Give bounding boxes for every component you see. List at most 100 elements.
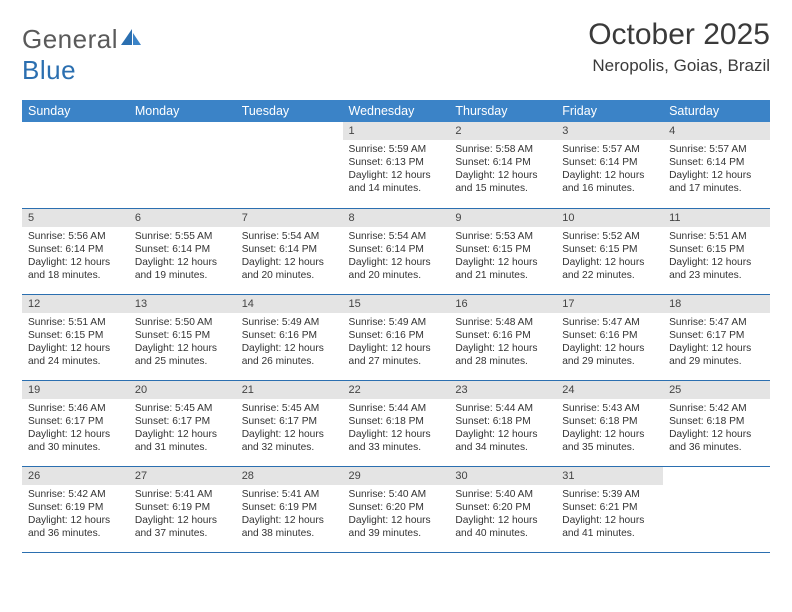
sunrise-line: Sunrise: 5:39 AM [562, 488, 657, 501]
calendar-week-row: 1Sunrise: 5:59 AMSunset: 6:13 PMDaylight… [22, 122, 770, 208]
calendar-cell: 25Sunrise: 5:42 AMSunset: 6:18 PMDayligh… [663, 380, 770, 466]
sunset-line: Sunset: 6:19 PM [242, 501, 337, 514]
sunset-line: Sunset: 6:21 PM [562, 501, 657, 514]
sunrise-line: Sunrise: 5:49 AM [242, 316, 337, 329]
sunrise-line: Sunrise: 5:53 AM [455, 230, 550, 243]
day-number: 31 [556, 467, 663, 485]
day-number: 18 [663, 295, 770, 313]
sunrise-line: Sunrise: 5:49 AM [349, 316, 444, 329]
sunrise-line: Sunrise: 5:40 AM [349, 488, 444, 501]
sunset-line: Sunset: 6:13 PM [349, 156, 444, 169]
calendar-cell: 28Sunrise: 5:41 AMSunset: 6:19 PMDayligh… [236, 466, 343, 552]
sunset-line: Sunset: 6:17 PM [669, 329, 764, 342]
sunset-line: Sunset: 6:20 PM [455, 501, 550, 514]
calendar-cell: 6Sunrise: 5:55 AMSunset: 6:14 PMDaylight… [129, 208, 236, 294]
sunrise-line: Sunrise: 5:44 AM [349, 402, 444, 415]
daylight-line: Daylight: 12 hours and 20 minutes. [349, 256, 444, 282]
day-details: Sunrise: 5:47 AMSunset: 6:17 PMDaylight:… [669, 316, 764, 368]
sunset-line: Sunset: 6:18 PM [562, 415, 657, 428]
calendar-cell: 20 Sunrise: 5:45 AMSunset: 6:17 PMDayligh… [129, 380, 236, 466]
weekday-header: Thursday [449, 100, 556, 122]
sunset-line: Sunset: 6:15 PM [562, 243, 657, 256]
calendar-body: 1Sunrise: 5:59 AMSunset: 6:13 PMDaylight… [22, 122, 770, 552]
sunset-line: Sunset: 6:18 PM [455, 415, 550, 428]
daylight-line: Daylight: 12 hours and 36 minutes. [669, 428, 764, 454]
day-details: Sunrise: 5:46 AMSunset: 6:17 PMDaylight:… [28, 402, 123, 454]
calendar-cell [236, 122, 343, 208]
day-details: Sunrise: 5:42 AMSunset: 6:19 PMDaylight:… [28, 488, 123, 540]
daylight-line: Daylight: 12 hours and 34 minutes. [455, 428, 550, 454]
title-block: October 2025 Neropolis, Goias, Brazil [588, 18, 770, 76]
day-details: Sunrise: 5:50 AMSunset: 6:15 PMDaylight:… [135, 316, 230, 368]
daylight-line: Daylight: 12 hours and 24 minutes. [28, 342, 123, 368]
daylight-line: Daylight: 12 hours and 35 minutes. [562, 428, 657, 454]
daylight-line: Daylight: 12 hours and 33 minutes. [349, 428, 444, 454]
daylight-line: Daylight: 12 hours and 21 minutes. [455, 256, 550, 282]
day-details: Sunrise: 5:57 AMSunset: 6:14 PMDaylight:… [562, 143, 657, 195]
calendar-cell: 8Sunrise: 5:54 AMSunset: 6:14 PMDaylight… [343, 208, 450, 294]
daylight-line: Daylight: 12 hours and 32 minutes. [242, 428, 337, 454]
calendar-week-row: 12Sunrise: 5:51 AMSunset: 6:15 PMDayligh… [22, 294, 770, 380]
sunset-line: Sunset: 6:14 PM [669, 156, 764, 169]
calendar-cell: 15Sunrise: 5:49 AMSunset: 6:16 PMDayligh… [343, 294, 450, 380]
calendar-cell: 24Sunrise: 5:43 AMSunset: 6:18 PMDayligh… [556, 380, 663, 466]
sunrise-line: Sunrise: 5:45 AM [242, 402, 337, 415]
sunset-line: Sunset: 6:15 PM [28, 329, 123, 342]
sunrise-line: Sunrise: 5:41 AM [135, 488, 230, 501]
sunset-line: Sunset: 6:18 PM [669, 415, 764, 428]
calendar-cell: 18 Sunrise: 5:47 AMSunset: 6:17 PMDayligh… [663, 294, 770, 380]
sunrise-line: Sunrise: 5:48 AM [455, 316, 550, 329]
calendar-cell: 5Sunrise: 5:56 AMSunset: 6:14 PMDaylight… [22, 208, 129, 294]
logo-text-general: General [22, 24, 118, 54]
day-number: 13 [129, 295, 236, 313]
daylight-line: Daylight: 12 hours and 40 minutes. [455, 514, 550, 540]
calendar-cell: 17Sunrise: 5:47 AMSunset: 6:16 PMDayligh… [556, 294, 663, 380]
day-details: Sunrise: 5:40 AMSunset: 6:20 PMDaylight:… [455, 488, 550, 540]
calendar-cell: 31Sunrise: 5:39 AMSunset: 6:21 PMDayligh… [556, 466, 663, 552]
sunrise-line: Sunrise: 5:55 AM [135, 230, 230, 243]
weekday-header: Friday [556, 100, 663, 122]
day-number: 6 [129, 209, 236, 227]
day-number: 17 [556, 295, 663, 313]
calendar-week-row: 5Sunrise: 5:56 AMSunset: 6:14 PMDaylight… [22, 208, 770, 294]
day-details: Sunrise: 5:45 AMSunset: 6:17 PMDaylight:… [135, 402, 230, 454]
logo: GeneralBlue [22, 24, 142, 86]
sunrise-line: Sunrise: 5:42 AM [669, 402, 764, 415]
sunset-line: Sunset: 6:17 PM [135, 415, 230, 428]
sunrise-line: Sunrise: 5:57 AM [562, 143, 657, 156]
daylight-line: Daylight: 12 hours and 30 minutes. [28, 428, 123, 454]
sunrise-line: Sunrise: 5:54 AM [242, 230, 337, 243]
day-details: Sunrise: 5:41 AMSunset: 6:19 PMDaylight:… [242, 488, 337, 540]
sunset-line: Sunset: 6:14 PM [28, 243, 123, 256]
day-number: 15 [343, 295, 450, 313]
sunrise-line: Sunrise: 5:51 AM [28, 316, 123, 329]
sunrise-line: Sunrise: 5:40 AM [455, 488, 550, 501]
day-details: Sunrise: 5:54 AMSunset: 6:14 PMDaylight:… [242, 230, 337, 282]
daylight-line: Daylight: 12 hours and 28 minutes. [455, 342, 550, 368]
sunset-line: Sunset: 6:19 PM [135, 501, 230, 514]
daylight-line: Daylight: 12 hours and 25 minutes. [135, 342, 230, 368]
calendar-week-row: 26Sunrise: 5:42 AMSunset: 6:19 PMDayligh… [22, 466, 770, 552]
sunrise-line: Sunrise: 5:41 AM [242, 488, 337, 501]
day-details: Sunrise: 5:49 AMSunset: 6:16 PMDaylight:… [242, 316, 337, 368]
sunset-line: Sunset: 6:15 PM [455, 243, 550, 256]
day-number: 3 [556, 122, 663, 140]
day-number: 11 [663, 209, 770, 227]
calendar-cell [129, 122, 236, 208]
day-details: Sunrise: 5:56 AMSunset: 6:14 PMDaylight:… [28, 230, 123, 282]
daylight-line: Daylight: 12 hours and 36 minutes. [28, 514, 123, 540]
daylight-line: Daylight: 12 hours and 37 minutes. [135, 514, 230, 540]
sunset-line: Sunset: 6:16 PM [242, 329, 337, 342]
daylight-line: Daylight: 12 hours and 16 minutes. [562, 169, 657, 195]
sunset-line: Sunset: 6:18 PM [349, 415, 444, 428]
sunrise-line: Sunrise: 5:47 AM [562, 316, 657, 329]
calendar-cell: 16Sunrise: 5:48 AMSunset: 6:16 PMDayligh… [449, 294, 556, 380]
sunrise-line: Sunrise: 5:44 AM [455, 402, 550, 415]
day-number: 27 [129, 467, 236, 485]
daylight-line: Daylight: 12 hours and 17 minutes. [669, 169, 764, 195]
daylight-line: Daylight: 12 hours and 18 minutes. [28, 256, 123, 282]
daylight-line: Daylight: 12 hours and 27 minutes. [349, 342, 444, 368]
day-number: 21 [236, 381, 343, 399]
day-details: Sunrise: 5:52 AMSunset: 6:15 PMDaylight:… [562, 230, 657, 282]
day-number: 20 [129, 381, 236, 399]
